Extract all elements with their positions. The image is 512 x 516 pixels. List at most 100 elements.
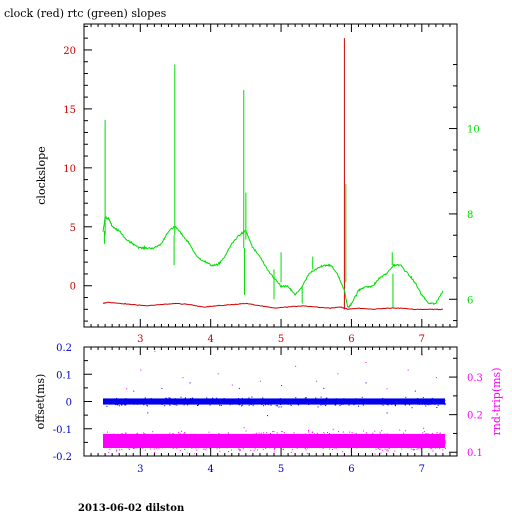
rnd-trip-point [361, 434, 363, 436]
offset-point [210, 401, 211, 403]
offset-point [185, 399, 187, 401]
offset-point [114, 404, 116, 406]
rnd-trip-point [335, 448, 337, 450]
rnd-trip-point [356, 438, 358, 440]
rnd-trip-point [208, 431, 210, 433]
rnd-trip-point [371, 435, 373, 437]
rnd-trip-point [415, 438, 417, 440]
rnd-trip-point [122, 444, 124, 446]
rnd-trip-point [239, 441, 241, 443]
rnd-trip-point [166, 434, 168, 436]
rnd-trip-outlier-point [435, 377, 437, 379]
rnd-trip-point [407, 435, 409, 437]
offset-point [169, 400, 171, 402]
rnd-trip-point [144, 442, 146, 444]
offset-point [196, 400, 198, 402]
rnd-trip-point [259, 445, 261, 447]
offset-point [277, 403, 279, 405]
rnd-trip-point [394, 445, 396, 447]
rnd-trip-point [286, 441, 288, 443]
offset-point [144, 400, 146, 402]
offset-point [386, 403, 388, 405]
offset-point [272, 401, 274, 403]
offset-point [263, 402, 264, 404]
rnd-trip-point [199, 438, 201, 440]
offset-point [421, 403, 423, 405]
rnd-trip-point [212, 437, 214, 439]
offset-point [146, 401, 148, 403]
rnd-trip-point [124, 440, 126, 441]
rnd-trip-point [316, 438, 318, 440]
rnd-trip-point [348, 442, 350, 444]
rnd-trip-point [137, 432, 139, 434]
rnd-trip-point [112, 439, 114, 441]
rnd-trip-point [158, 435, 160, 437]
rnd-trip-point [103, 440, 105, 442]
offset-point [346, 400, 348, 402]
rnd-trip-point [328, 442, 330, 444]
rnd-trip-point [161, 443, 163, 445]
rnd-trip-point [324, 437, 326, 439]
rnd-trip-point [416, 448, 418, 450]
offset-point [401, 402, 403, 404]
rnd-trip-point [323, 439, 324, 441]
rnd-trip-point [391, 443, 393, 445]
rnd-trip-point [341, 446, 343, 448]
rnd-trip-point [171, 442, 173, 444]
rnd-trip-point [108, 437, 110, 439]
rnd-trip-point [262, 432, 264, 434]
rnd-trip-point [145, 436, 147, 438]
offset-point [167, 401, 169, 403]
offset-point [294, 399, 296, 401]
rnd-trip-point [431, 434, 433, 436]
rnd-trip-point [269, 434, 271, 436]
rnd-trip-point [384, 445, 386, 447]
rnd-trip-point [139, 440, 141, 442]
rnd-trip-point [172, 436, 174, 438]
rnd-trip-point [128, 447, 130, 449]
rnd-trip-point [209, 442, 211, 444]
offset-point [261, 402, 263, 404]
rnd-trip-point [203, 443, 205, 445]
offset-point [200, 400, 202, 402]
rnd-trip-point [205, 438, 207, 439]
rnd-trip-point [169, 446, 171, 448]
rnd-trip-point [187, 441, 189, 443]
rnd-trip-point [283, 443, 285, 445]
rnd-trip-point [112, 444, 114, 446]
offset-point [284, 402, 286, 404]
rnd-trip-point [109, 440, 110, 442]
rnd-trip-point [253, 441, 255, 443]
offset-point [422, 397, 424, 399]
offset-point [304, 397, 306, 399]
offset-point [279, 399, 281, 400]
rnd-trip-point [232, 444, 234, 446]
rnd-trip-point [239, 446, 241, 448]
rnd-trip-point [277, 440, 279, 442]
rnd-trip-point [125, 432, 127, 434]
offset-point [222, 401, 224, 403]
rnd-trip-point [262, 448, 264, 450]
rnd-trip-point [415, 442, 417, 444]
offset-point [320, 400, 321, 402]
offset-point [131, 398, 133, 400]
rnd-trip-point [401, 442, 403, 444]
rnd-trip-point [425, 443, 426, 445]
rnd-trip-point [237, 444, 238, 446]
rnd-trip-point [384, 446, 386, 448]
offset-point [230, 400, 232, 402]
rnd-trip-point [186, 444, 188, 446]
rnd-trip-point [198, 437, 200, 438]
rnd-trip-point [167, 442, 169, 444]
offset-x-tick-label: 5 [278, 464, 284, 475]
rnd-trip-point [341, 439, 342, 441]
offset-point [170, 401, 171, 403]
offset-point [249, 401, 251, 403]
rnd-trip-point [379, 439, 381, 441]
offset-point [419, 401, 421, 403]
rnd-trip-point [315, 440, 317, 442]
offset-point [393, 402, 395, 403]
offset-point [284, 399, 285, 401]
rnd-trip-point [139, 444, 141, 446]
offset-point [110, 401, 112, 403]
